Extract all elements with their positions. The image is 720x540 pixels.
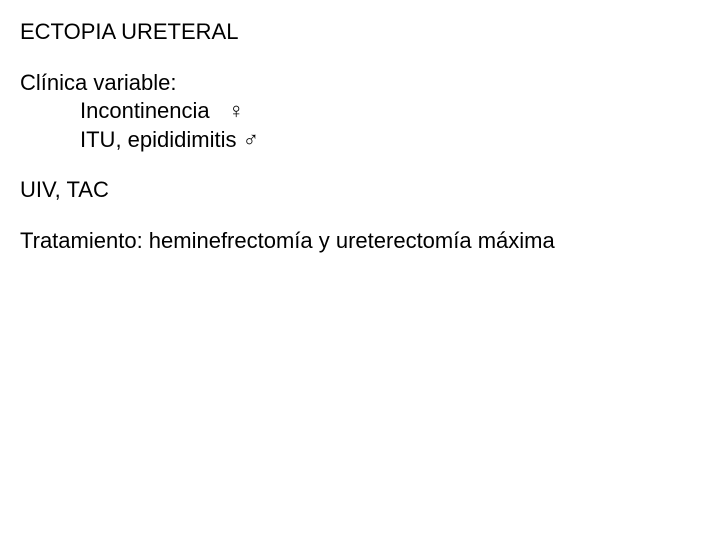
imaging-block: UIV, TAC xyxy=(20,176,700,205)
female-icon: ♀ xyxy=(228,98,245,123)
clinic-item-1: Incontinencia ♀ xyxy=(20,97,700,126)
title-block: ECTOPIA URETERAL xyxy=(20,18,700,47)
treatment-text: Tratamiento: heminefrectomía y ureterect… xyxy=(20,228,555,253)
clinic-label: Clínica variable: xyxy=(20,69,700,98)
clinic-item-2: ITU, epididimitis ♂ xyxy=(20,126,700,155)
slide-title: ECTOPIA URETERAL xyxy=(20,19,238,44)
clinic-item-1-text: Incontinencia xyxy=(80,98,210,123)
male-icon: ♂ xyxy=(243,127,260,152)
clinic-block: Clínica variable: Incontinencia ♀ ITU, e… xyxy=(20,69,700,155)
clinic-item-2-text: ITU, epididimitis xyxy=(80,127,236,152)
imaging-text: UIV, TAC xyxy=(20,177,109,202)
treatment-block: Tratamiento: heminefrectomía y ureterect… xyxy=(20,227,700,256)
slide: ECTOPIA URETERAL Clínica variable: Incon… xyxy=(0,0,720,296)
